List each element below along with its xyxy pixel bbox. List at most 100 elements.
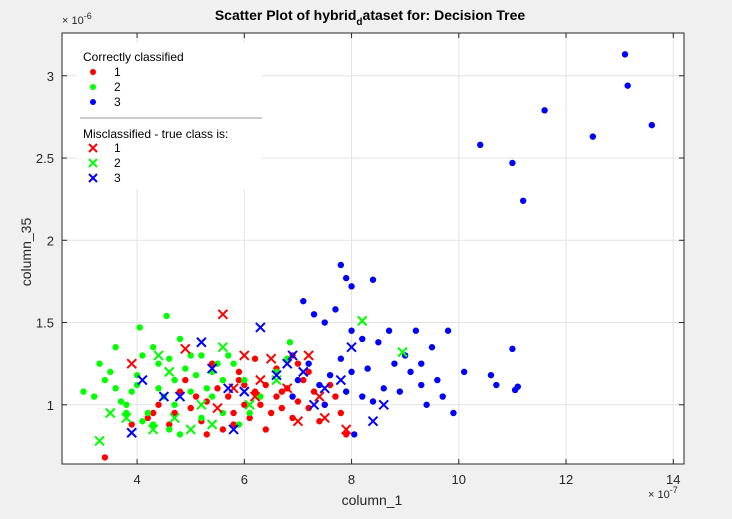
point-correct-class-2: [101, 376, 109, 384]
point-misclassified-class-2: [147, 424, 159, 435]
legend-box: [77, 43, 262, 189]
point-correct-class-2: [123, 401, 130, 408]
point-correct-class-1: [294, 398, 302, 405]
point-misclassified-class-1: [281, 383, 293, 394]
legend-misclassified-title: Misclassified - true class is:: [83, 127, 228, 141]
point-correct-class-2: [107, 368, 114, 376]
point-misclassified-class-3: [223, 383, 234, 394]
point-correct-class-1: [208, 360, 216, 367]
point-correct-class-2: [166, 426, 173, 433]
point-correct-class-3: [423, 401, 430, 408]
point-correct-class-3: [369, 398, 377, 405]
point-correct-class-3: [589, 133, 597, 140]
point-correct-class-3: [321, 319, 328, 326]
point-correct-class-3: [369, 276, 377, 283]
point-misclassified-class-1: [249, 391, 261, 402]
point-correct-class-3: [337, 355, 345, 362]
point-correct-class-3: [385, 327, 393, 334]
x-exponent-label: × 10-7: [648, 485, 678, 501]
point-correct-class-2: [149, 344, 157, 351]
point-correct-class-3: [493, 381, 500, 389]
x-tick-label: 4: [133, 472, 140, 487]
point-misclassified-class-3: [137, 374, 148, 386]
point-correct-class-3: [380, 385, 387, 392]
x-tick-label: 12: [559, 472, 573, 487]
legend-marker-correct-3: [90, 99, 96, 105]
legend-label-correct-1: 1: [114, 65, 121, 79]
point-correct-class-1: [155, 401, 162, 408]
point-misclassified-class-3: [287, 350, 298, 361]
y-tick-label: 1.5: [36, 316, 54, 331]
point-misclassified-class-2: [244, 399, 255, 410]
point-correct-class-2: [246, 409, 253, 417]
point-misclassified-class-3: [367, 416, 379, 427]
point-misclassified-class-3: [281, 358, 293, 369]
point-misclassified-class-2: [164, 366, 175, 378]
chart-title-tail: ataset for: Decision Tree: [363, 7, 526, 23]
point-correct-class-3: [342, 388, 350, 395]
point-correct-class-3: [434, 376, 441, 384]
point-correct-class-1: [273, 393, 280, 400]
point-misclassified-class-3: [255, 322, 266, 333]
point-correct-class-1: [342, 431, 350, 438]
point-correct-class-3: [621, 51, 629, 58]
point-misclassified-class-3: [126, 427, 137, 438]
point-correct-class-2: [149, 421, 157, 428]
point-correct-class-2: [117, 398, 125, 405]
point-correct-class-3: [321, 401, 328, 408]
point-misclassified-class-1: [292, 416, 304, 427]
point-correct-class-2: [230, 360, 237, 367]
point-correct-class-1: [235, 376, 243, 384]
point-correct-class-2: [176, 335, 184, 343]
point-correct-class-3: [348, 283, 355, 290]
point-correct-class-2: [176, 431, 184, 438]
point-misclassified-class-1: [265, 353, 277, 364]
y-exponent-base: × 10: [62, 15, 84, 27]
point-correct-class-1: [187, 404, 194, 412]
point-misclassified-class-2: [217, 341, 229, 353]
point-correct-class-3: [364, 365, 371, 372]
plot-frame: [61, 32, 685, 465]
x-exponent-base: × 10: [648, 489, 670, 501]
point-misclassified-class-3: [378, 399, 389, 410]
point-correct-class-1: [182, 376, 189, 384]
point-correct-class-2: [241, 376, 248, 384]
point-misclassified-class-1: [239, 350, 250, 361]
grid: [62, 33, 684, 464]
legend-marker-correct-1: [90, 69, 96, 75]
point-correct-class-1: [241, 381, 248, 389]
point-correct-class-3: [310, 311, 318, 318]
y-axis-label: column_35: [18, 218, 34, 287]
point-misclassified-class-2: [153, 350, 164, 361]
point-correct-class-3: [477, 141, 484, 149]
x-tick-label: 8: [348, 472, 355, 487]
point-correct-class-2: [90, 393, 98, 400]
point-misclassified-class-2: [121, 412, 132, 424]
legend-marker-correct-2: [90, 84, 96, 90]
point-misclassified-class-2: [169, 412, 180, 424]
point-correct-class-2: [155, 360, 162, 367]
point-correct-class-2: [123, 409, 130, 417]
point-correct-class-1: [300, 376, 307, 384]
point-correct-class-3: [342, 274, 350, 282]
point-correct-class-3: [348, 327, 355, 334]
point-correct-class-3: [541, 107, 548, 114]
point-correct-class-3: [305, 360, 312, 367]
y-tick-label: 1: [47, 398, 54, 413]
point-correct-class-2: [139, 418, 146, 425]
chart-title-subscript: d: [356, 17, 362, 28]
point-correct-class-1: [230, 409, 237, 417]
point-correct-class-2: [80, 388, 87, 395]
point-misclassified-class-1: [126, 358, 137, 369]
point-correct-class-3: [337, 261, 345, 269]
y-tick-label: 2.5: [36, 151, 54, 166]
point-correct-class-3: [648, 121, 656, 129]
point-correct-class-2: [208, 393, 216, 400]
point-misclassified-class-3: [228, 424, 239, 435]
point-correct-class-1: [278, 404, 286, 412]
chart-title-main: Scatter Plot of hybrid: [215, 7, 357, 23]
point-correct-class-3: [418, 381, 425, 389]
legend-marker-mis-3: [88, 173, 98, 183]
x-tick-label: 6: [241, 472, 248, 487]
